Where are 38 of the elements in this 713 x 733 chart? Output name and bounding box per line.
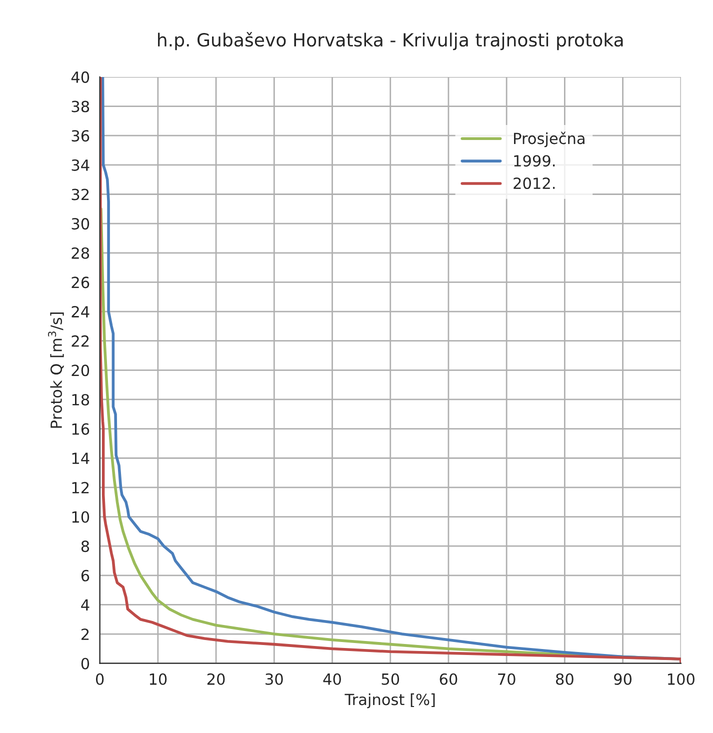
y-tick-label: 34	[72, 159, 90, 171]
x-tick-label: 60	[440, 673, 458, 685]
y-tick-label: 20	[72, 364, 90, 376]
y-tick-label: 30	[72, 218, 90, 230]
y-tick-label: 16	[72, 423, 90, 435]
x-tick-label: 20	[207, 673, 225, 685]
y-tick-label: 0	[81, 658, 90, 670]
y-tick-label: 38	[72, 100, 90, 112]
y-tick-label: 36	[72, 130, 90, 142]
x-tick-label: 0	[96, 673, 104, 685]
x-tick-label: 80	[556, 673, 574, 685]
y-tick-label: 4	[81, 599, 90, 611]
y-tick-label: 10	[72, 511, 90, 523]
y-tick-label: 6	[81, 570, 90, 582]
y-tick-label: 26	[72, 276, 90, 288]
y-tick-label: 14	[72, 452, 90, 464]
x-axis-title: Trajnost [%]	[344, 693, 435, 708]
x-tick-label: 100	[668, 673, 694, 685]
x-tick-label: 40	[323, 673, 341, 685]
y-tick-label: 24	[72, 306, 90, 318]
y-tick-label: 18	[72, 394, 90, 406]
y-tick-label: 28	[72, 247, 90, 259]
x-tick-label: 90	[614, 673, 632, 685]
y-axis-title: Protok Q [m$^{3}$/s]	[48, 312, 64, 428]
x-tick-label: 50	[382, 673, 400, 685]
y-tick-label: 22	[72, 335, 89, 347]
chart-title: h.p. Gubaševo Horvatska - Krivulja trajnosti protoka	[158, 32, 623, 50]
x-tick-label: 10	[150, 673, 167, 685]
x-tick-label: 70	[498, 673, 516, 685]
y-tick-label: 40	[71, 71, 90, 83]
y-tick-label: 2	[81, 628, 89, 640]
y-tick-label: 12	[72, 482, 89, 494]
y-tick-label: 32	[72, 188, 89, 200]
legend-label: 2012.	[514, 177, 555, 190]
y-tick-label: 8	[81, 540, 90, 552]
x-tick-label: 30	[266, 673, 283, 685]
legend-label: 1999.	[514, 155, 555, 167]
legend-label: Prosječna	[514, 132, 584, 148]
